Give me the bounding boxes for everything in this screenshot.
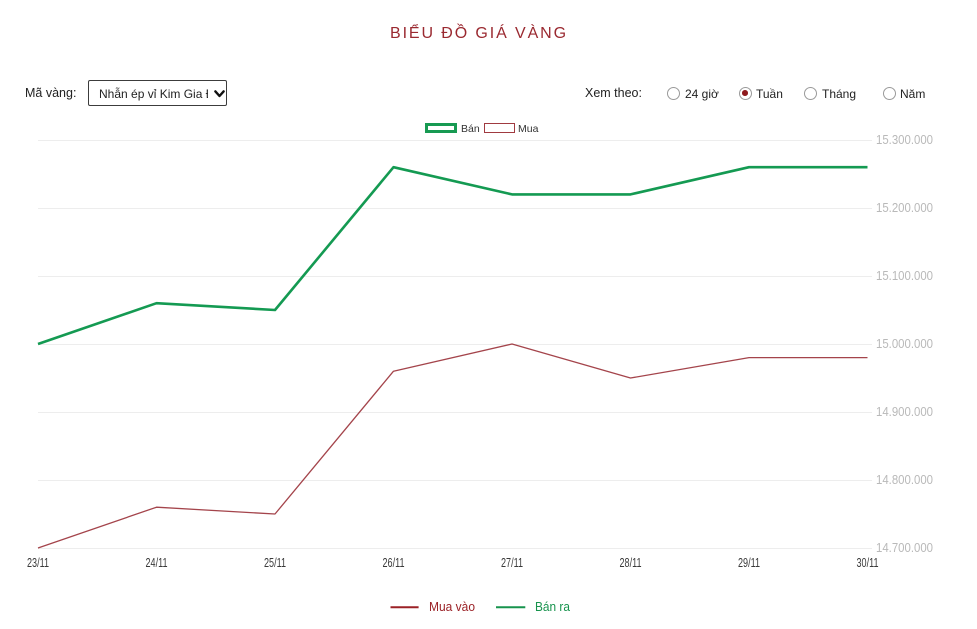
svg-text:27/11: 27/11 bbox=[501, 555, 523, 570]
svg-text:14.800.000: 14.800.000 bbox=[876, 473, 933, 487]
svg-text:15.000.000: 15.000.000 bbox=[876, 337, 933, 351]
svg-text:14.700.000: 14.700.000 bbox=[876, 541, 933, 555]
svg-text:15.100.000: 15.100.000 bbox=[876, 269, 933, 283]
svg-text:Mua vào: Mua vào bbox=[429, 599, 475, 614]
svg-text:26/11: 26/11 bbox=[383, 555, 405, 570]
svg-text:15.200.000: 15.200.000 bbox=[876, 201, 933, 215]
svg-text:15.300.000: 15.300.000 bbox=[876, 133, 933, 147]
svg-text:28/11: 28/11 bbox=[620, 555, 642, 570]
svg-text:14.900.000: 14.900.000 bbox=[876, 405, 933, 419]
svg-text:23/11: 23/11 bbox=[27, 555, 49, 570]
svg-text:Bán ra: Bán ra bbox=[535, 599, 571, 614]
svg-text:30/11: 30/11 bbox=[857, 555, 879, 570]
svg-text:25/11: 25/11 bbox=[264, 555, 286, 570]
svg-text:24/11: 24/11 bbox=[146, 555, 168, 570]
svg-text:29/11: 29/11 bbox=[738, 555, 760, 570]
